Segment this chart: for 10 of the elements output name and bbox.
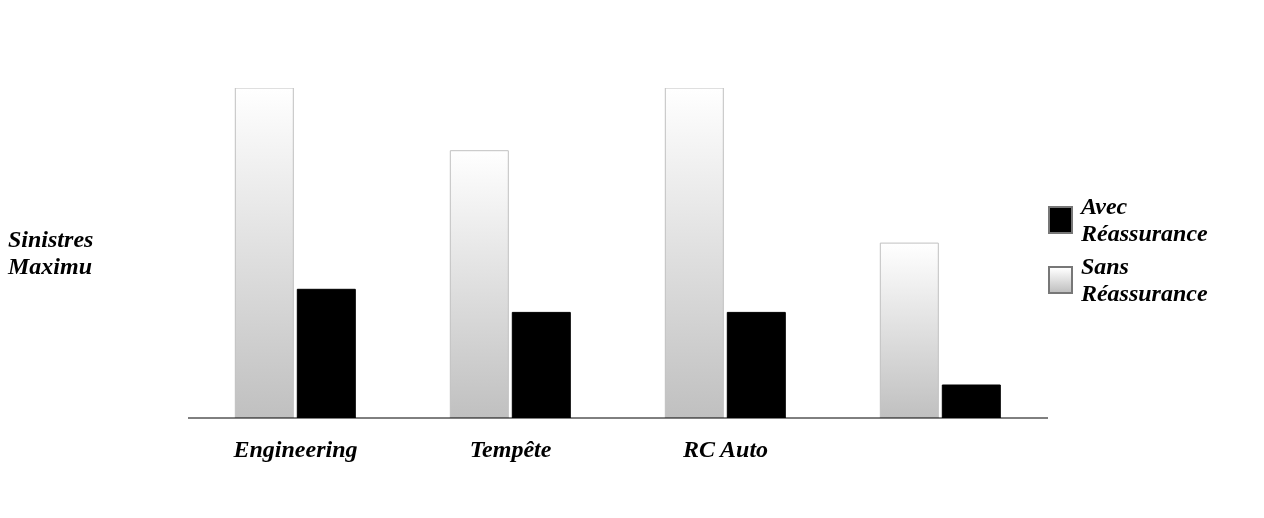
- x-tick-label: Engineering: [232, 436, 358, 463]
- legend-label: Avec Réassurance: [1081, 193, 1209, 247]
- bar: [449, 150, 509, 418]
- bar: [664, 88, 724, 418]
- bar: [879, 242, 939, 418]
- x-tick-label: Tempête: [469, 436, 552, 463]
- y-axis-title: Sinistres Maximu: [8, 226, 95, 280]
- legend-label: Sans Réassurance: [1080, 253, 1209, 307]
- x-tick-label: RC Auto: [681, 436, 769, 463]
- bar: [234, 88, 294, 418]
